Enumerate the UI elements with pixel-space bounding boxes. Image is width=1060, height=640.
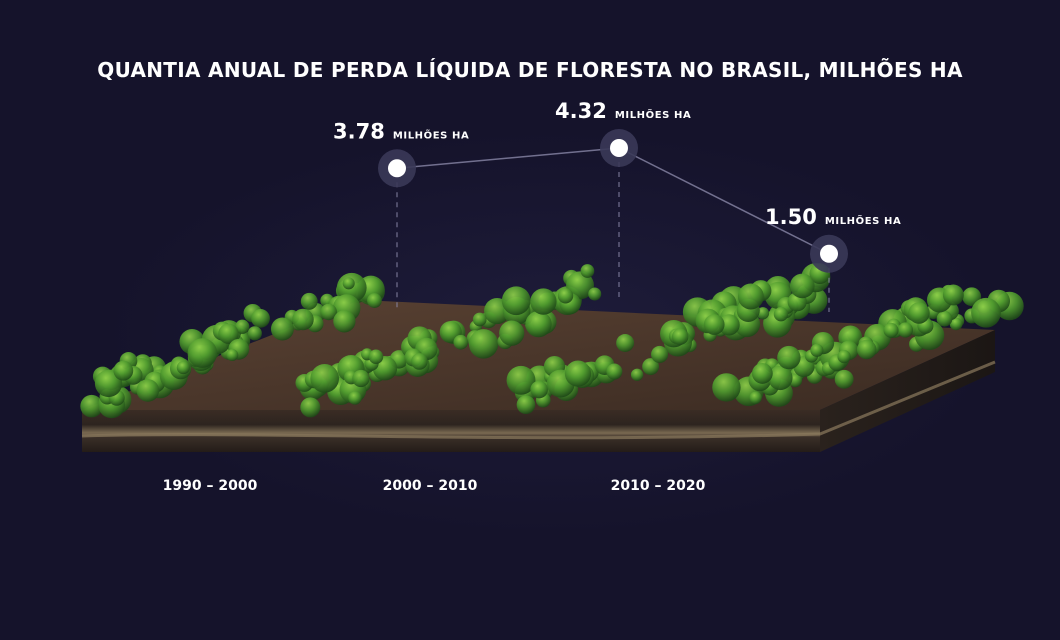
period-label: 2000 – 2010: [383, 478, 478, 494]
chart-title: QUANTIA ANUAL DE PERDA LÍQUIDA DE FLORES…: [97, 58, 963, 82]
terrain-side: [820, 330, 995, 452]
forest-strip: [506, 263, 831, 415]
terrain-block: [80, 263, 1024, 452]
markers: [378, 129, 848, 273]
forest-strip: [712, 284, 1024, 407]
value-number: 3.78: [333, 119, 385, 143]
value-unit: MILHÕES HA: [393, 128, 470, 141]
terrain-front: [82, 410, 820, 452]
period-label: 2010 – 2020: [611, 478, 706, 494]
value-unit: MILHÕES HA: [615, 108, 692, 121]
value-number: 1.50: [765, 205, 817, 229]
value-number: 4.32: [555, 99, 607, 123]
period-labels: 1990 – 2000 2000 – 2010 2010 – 2020: [163, 478, 706, 494]
value-label: 3.78 MILHÕES HA: [333, 119, 469, 143]
forest-strip: [80, 272, 385, 419]
value-label: 4.32 MILHÕES HA: [555, 99, 691, 123]
value-unit: MILHÕES HA: [825, 214, 902, 227]
data-point: [820, 244, 838, 263]
drop-lines: [396, 162, 830, 312]
value-label: 1.50 MILHÕES HA: [765, 205, 901, 229]
value-labels: 3.78 MILHÕES HA 4.32 MILHÕES HA 1.50 MILHÕES …: [333, 99, 901, 229]
forest-strip: [295, 264, 602, 418]
connector-lines: [396, 147, 830, 255]
data-point: [388, 159, 406, 178]
connector-line: [396, 147, 620, 169]
forest-strips: [80, 263, 1024, 419]
period-label: 1990 – 2000: [163, 478, 258, 494]
data-point: [610, 139, 628, 157]
connector-line: [618, 147, 830, 255]
